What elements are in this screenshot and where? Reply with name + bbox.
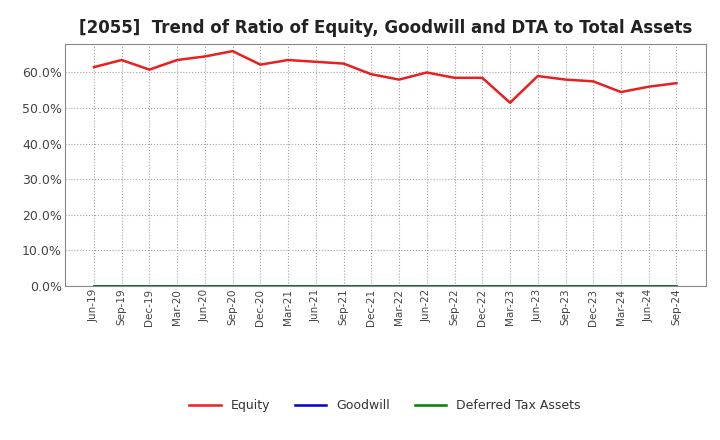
Goodwill xyxy=(561,283,570,289)
Deferred Tax Assets xyxy=(672,283,681,289)
Equity xyxy=(672,81,681,86)
Deferred Tax Assets xyxy=(117,283,126,289)
Goodwill xyxy=(395,283,403,289)
Deferred Tax Assets xyxy=(284,283,292,289)
Goodwill xyxy=(117,283,126,289)
Equity xyxy=(173,57,181,62)
Deferred Tax Assets xyxy=(89,283,98,289)
Equity xyxy=(284,57,292,62)
Deferred Tax Assets xyxy=(367,283,376,289)
Equity xyxy=(228,48,237,54)
Equity xyxy=(256,62,265,67)
Equity xyxy=(339,61,348,66)
Goodwill xyxy=(284,283,292,289)
Goodwill xyxy=(367,283,376,289)
Deferred Tax Assets xyxy=(228,283,237,289)
Equity xyxy=(616,89,625,95)
Goodwill xyxy=(505,283,514,289)
Deferred Tax Assets xyxy=(561,283,570,289)
Equity xyxy=(644,84,653,89)
Equity xyxy=(117,57,126,62)
Goodwill xyxy=(478,283,487,289)
Deferred Tax Assets xyxy=(534,283,542,289)
Deferred Tax Assets xyxy=(395,283,403,289)
Goodwill xyxy=(644,283,653,289)
Equity xyxy=(478,75,487,81)
Deferred Tax Assets xyxy=(312,283,320,289)
Goodwill xyxy=(534,283,542,289)
Deferred Tax Assets xyxy=(589,283,598,289)
Equity xyxy=(395,77,403,82)
Goodwill xyxy=(145,283,154,289)
Line: Equity: Equity xyxy=(94,51,677,103)
Deferred Tax Assets xyxy=(339,283,348,289)
Deferred Tax Assets xyxy=(616,283,625,289)
Goodwill xyxy=(589,283,598,289)
Deferred Tax Assets xyxy=(505,283,514,289)
Deferred Tax Assets xyxy=(145,283,154,289)
Equity xyxy=(423,70,431,75)
Equity xyxy=(561,77,570,82)
Goodwill xyxy=(89,283,98,289)
Goodwill xyxy=(201,283,210,289)
Goodwill xyxy=(228,283,237,289)
Goodwill xyxy=(173,283,181,289)
Goodwill xyxy=(616,283,625,289)
Deferred Tax Assets xyxy=(173,283,181,289)
Deferred Tax Assets xyxy=(644,283,653,289)
Equity xyxy=(534,73,542,79)
Deferred Tax Assets xyxy=(478,283,487,289)
Deferred Tax Assets xyxy=(256,283,265,289)
Goodwill xyxy=(450,283,459,289)
Deferred Tax Assets xyxy=(423,283,431,289)
Equity xyxy=(201,54,210,59)
Equity xyxy=(450,75,459,81)
Equity xyxy=(312,59,320,64)
Title: [2055]  Trend of Ratio of Equity, Goodwill and DTA to Total Assets: [2055] Trend of Ratio of Equity, Goodwil… xyxy=(78,19,692,37)
Goodwill xyxy=(672,283,681,289)
Deferred Tax Assets xyxy=(450,283,459,289)
Goodwill xyxy=(256,283,265,289)
Equity xyxy=(589,79,598,84)
Deferred Tax Assets xyxy=(201,283,210,289)
Equity xyxy=(145,67,154,72)
Legend: Equity, Goodwill, Deferred Tax Assets: Equity, Goodwill, Deferred Tax Assets xyxy=(184,394,586,417)
Goodwill xyxy=(312,283,320,289)
Goodwill xyxy=(423,283,431,289)
Equity xyxy=(505,100,514,105)
Goodwill xyxy=(339,283,348,289)
Equity xyxy=(89,65,98,70)
Equity xyxy=(367,72,376,77)
